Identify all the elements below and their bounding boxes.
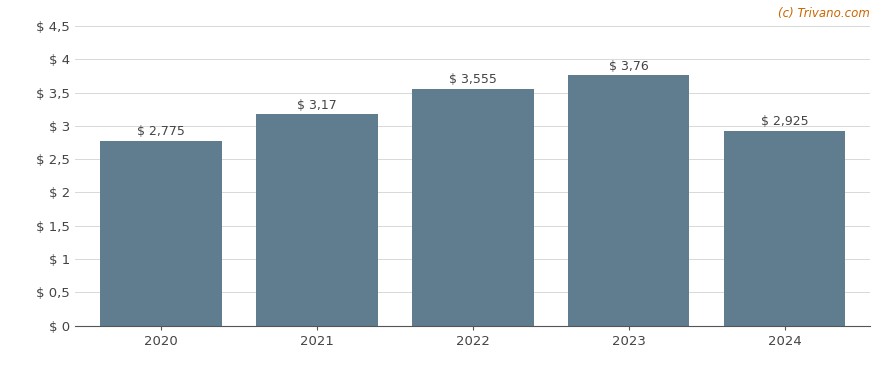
Text: $ 3,17: $ 3,17 [297, 99, 337, 112]
Text: $ 2,925: $ 2,925 [761, 115, 808, 128]
Bar [724, 131, 845, 326]
Bar [412, 89, 534, 326]
Text: $ 2,775: $ 2,775 [138, 125, 185, 138]
Text: (c) Trivano.com: (c) Trivano.com [779, 7, 870, 20]
Text: $ 3,76: $ 3,76 [609, 60, 648, 73]
Text: $ 3,555: $ 3,555 [449, 73, 496, 86]
Bar [257, 114, 377, 326]
Bar [568, 75, 689, 326]
Bar [100, 141, 222, 326]
